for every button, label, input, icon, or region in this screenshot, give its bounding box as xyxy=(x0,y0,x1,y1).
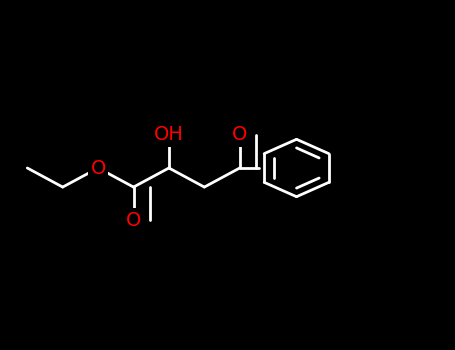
Text: O: O xyxy=(91,159,106,177)
Text: O: O xyxy=(232,125,248,144)
Text: OH: OH xyxy=(154,125,184,144)
Text: O: O xyxy=(126,211,141,230)
